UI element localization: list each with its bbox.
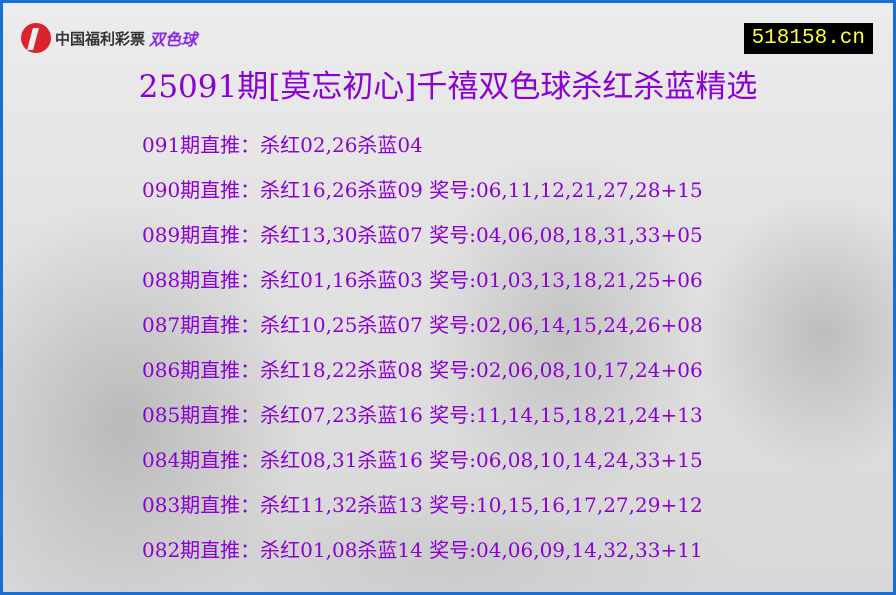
logo-org-text: 中国福利彩票 — [55, 29, 146, 48]
list-item: 083期直推：杀红11,32杀蓝13 奖号:10,15,16,17,27,29+… — [142, 493, 703, 517]
page-title: 25091期[莫忘初心]千禧双色球杀红杀蓝精选 — [138, 69, 758, 105]
lottery-logo: 中国福利彩票 双色球 — [21, 23, 197, 53]
list-item: 089期直推：杀红13,30杀蓝07 奖号:04,06,08,18,31,33+… — [142, 223, 703, 247]
list-item: 090期直推：杀红16,26杀蓝09 奖号:06,11,12,21,27,28+… — [142, 178, 703, 202]
list-item: 088期直推：杀红01,16杀蓝03 奖号:01,03,13,18,21,25+… — [142, 268, 703, 292]
welfare-lottery-logo-icon — [21, 23, 51, 53]
list-item: 091期直推：杀红02,26杀蓝04 — [142, 133, 423, 157]
list-item: 085期直推：杀红07,23杀蓝16 奖号:11,14,15,18,21,24+… — [142, 403, 703, 427]
list-item: 086期直推：杀红18,22杀蓝08 奖号:02,06,08,10,17,24+… — [142, 358, 703, 382]
logo-game-text: 双色球 — [149, 30, 198, 49]
list-item: 082期直推：杀红01,08杀蓝14 奖号:04,06,09,14,32,33+… — [142, 538, 703, 562]
prediction-list: 091期直推：杀红02,26杀蓝04 090期直推：杀红16,26杀蓝09 奖号… — [142, 131, 703, 581]
site-badge: 518158.cn — [743, 23, 873, 54]
list-item: 084期直推：杀红08,31杀蓝16 奖号:06,08,10,14,24,33+… — [142, 448, 703, 472]
list-item: 087期直推：杀红10,25杀蓝07 奖号:02,06,14,15,24,26+… — [142, 313, 703, 337]
